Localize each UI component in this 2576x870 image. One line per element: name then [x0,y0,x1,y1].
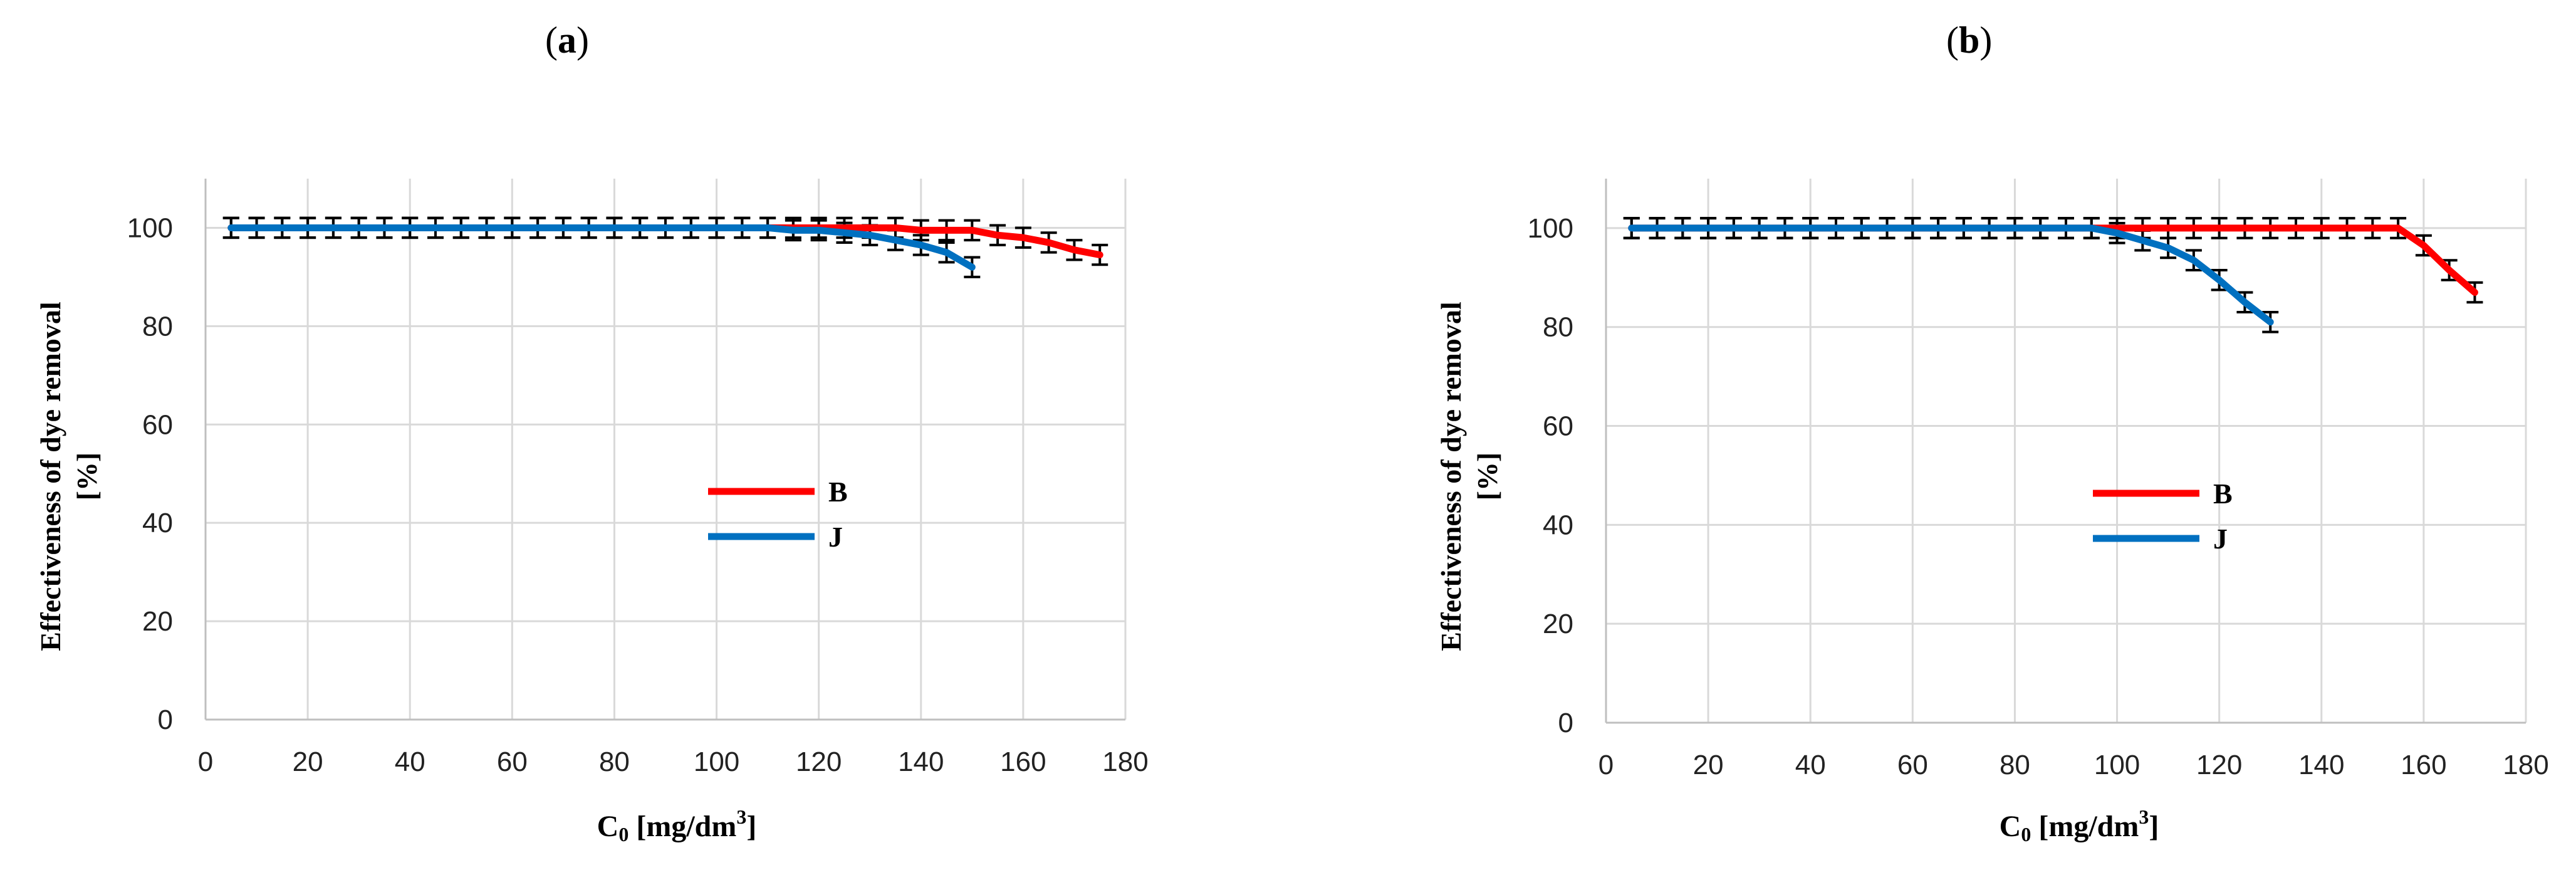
legend: BJ [2093,478,2233,555]
x-tick-label: 0 [198,747,213,777]
series-line-J [227,224,976,271]
x-tick-label: 20 [1693,750,1724,780]
y-tick-label: 60 [142,409,173,440]
y-tick-label: 40 [142,508,173,538]
x-tick-label: 140 [2298,750,2344,780]
x-tick-label: 0 [1598,750,1614,780]
legend-label-J: J [2213,523,2228,555]
x-tick-label: 160 [1000,747,1046,777]
legend-label-B: B [828,476,848,508]
y-tick-label: 0 [158,705,173,735]
x-tick-label: 40 [395,747,425,777]
x-tick-label: 120 [796,747,842,777]
y-tick-label: 80 [142,311,173,342]
x-tick-label: 140 [898,747,944,777]
x-tick-label: 20 [293,747,323,777]
legend-label-B: B [2213,478,2233,510]
legend: BJ [708,476,848,553]
x-tick-label: 160 [2401,750,2446,780]
y-tick-label: 80 [1543,312,1573,343]
y-tick-label: 40 [1543,510,1573,540]
y-tick-label: 100 [1528,213,1573,244]
legend-label-J: J [828,521,843,553]
x-tick-label: 180 [2503,750,2548,780]
chart-panel-b: 0 20 40 60 80 100 120 140 160 180 0 20 40 60 80 100 BJ [1528,179,2549,780]
series-J [222,216,981,278]
series-line-J [1628,224,2274,326]
x-tick-label: 40 [1795,750,1826,780]
x-tick-label: 120 [2196,750,2242,780]
x-tick-label: 60 [497,747,528,777]
y-tick-label: 20 [142,606,173,637]
series-J [1623,217,2279,333]
y-tick-label: 20 [1543,609,1573,639]
x-tick-label: 80 [2000,750,2030,780]
x-tick-label: 80 [599,747,630,777]
x-tick-label: 180 [1102,747,1148,777]
x-tick-label: 100 [2094,750,2140,780]
panel-a-label: (a) [545,19,589,61]
x-tick-label: 100 [694,747,739,777]
y-tick-label: 0 [1558,708,1573,738]
x-axis-title-a: C0 [mg/dm3] [597,805,757,846]
panel-b-label: (b) [1946,19,1993,61]
chart-panel-a: 0 20 40 60 80 100 120 140 160 180 0 20 40 60 80 100 BJ [127,179,1149,777]
x-axis-title-b: C0 [mg/dm3] [1999,805,2159,846]
y-tick-label: 60 [1543,411,1573,442]
y-tick-label: 100 [127,212,173,243]
x-tick-label: 60 [1897,750,1928,780]
